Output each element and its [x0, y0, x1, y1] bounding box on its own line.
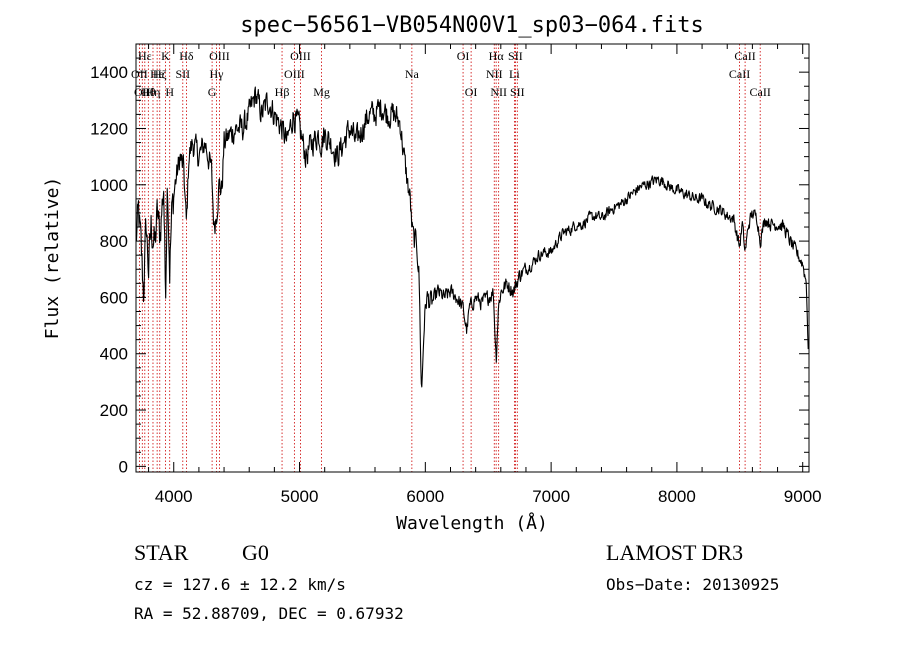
spectral-line-label: Hδ	[179, 49, 194, 63]
object-class: STAR	[134, 540, 189, 565]
spectrum-line	[135, 86, 809, 388]
spectral-line-label: NII	[490, 85, 507, 99]
x-tick-label: 6000	[406, 487, 444, 506]
x-tick-label: 9000	[784, 487, 822, 506]
spectral-line-label: Mg	[313, 85, 330, 99]
spectral-line-label: CaII	[734, 49, 755, 63]
y-tick-label: 400	[100, 345, 128, 364]
spectral-line-label: OIII	[290, 49, 311, 63]
spectral-line-label: Hη	[146, 85, 161, 99]
y-tick-label: 1400	[90, 63, 128, 82]
spectral-line-label: Hγ	[210, 67, 225, 81]
y-tick-label: 1200	[90, 119, 128, 138]
x-axis-ticks: 4000 5000 6000 7000 8000 9000	[148, 44, 822, 506]
spectral-line-label: K	[161, 49, 170, 63]
x-tick-label: 4000	[155, 487, 193, 506]
spectral-line-label: Hε	[138, 49, 152, 63]
ra-dec: RA = 52.88709, DEC = 0.67932	[134, 604, 404, 623]
spectral-line-label: He	[150, 67, 164, 81]
x-tick-label: 7000	[532, 487, 570, 506]
spectral-line-label: Li	[509, 67, 520, 81]
spectral-line-labels: OIIOIIHεHθHηHeHζKHSIIHδGHγOIIIHβOIIIOIII…	[131, 49, 771, 99]
spectral-line-label: OIII	[284, 67, 305, 81]
x-tick-label: 5000	[281, 487, 319, 506]
plot-frame	[135, 43, 810, 473]
x-axis-label: Wavelength (Å)	[396, 512, 548, 534]
y-axis-ticks: 0 200 400 600 800 1000 1200 1400	[90, 43, 809, 476]
x-tick-label: 8000	[658, 487, 696, 506]
spectral-line-label: G	[208, 85, 217, 99]
spectral-line-label: H	[165, 85, 174, 99]
spectral-line-label: OI	[465, 85, 478, 99]
spectral-line-markers	[138, 44, 761, 472]
spectral-line-label: SII	[175, 67, 190, 81]
redshift-cz: cz = 127.6 ± 12.2 km/s	[134, 575, 346, 594]
spectral-line-label: OIII	[209, 49, 230, 63]
spectral-line-label: OII	[131, 67, 148, 81]
spectral-line-label: SII	[508, 49, 523, 63]
chart-title: spec−56561−VB054N00V1_sp03−064.fits	[240, 13, 704, 38]
spectral-line-label: Hζ	[153, 67, 167, 81]
spectral-line-label: SII	[510, 85, 525, 99]
spectral-line-label: CaII	[750, 85, 771, 99]
spectral-line-label: CaII	[729, 67, 750, 81]
obs-date: Obs−Date: 20130925	[606, 575, 779, 594]
y-tick-label: 800	[100, 232, 128, 251]
y-tick-label: 600	[100, 288, 128, 307]
spectral-line-label: Hα	[489, 49, 505, 63]
spectral-line-label: OI	[457, 49, 470, 63]
y-tick-label: 1000	[90, 176, 128, 195]
spectral-line-label: Hθ	[141, 85, 156, 99]
spectral-line-label: Hβ	[275, 85, 290, 99]
y-tick-label: 200	[100, 401, 128, 420]
survey-name: LAMOST DR3	[606, 540, 743, 565]
y-axis-label: Flux (relative)	[42, 177, 63, 340]
spectral-line-label: Na	[405, 67, 420, 81]
spectral-line-label: OII	[134, 85, 151, 99]
spectral-line-label: NII	[486, 67, 503, 81]
y-tick-label: 0	[119, 457, 128, 476]
object-subclass: G0	[242, 540, 269, 565]
